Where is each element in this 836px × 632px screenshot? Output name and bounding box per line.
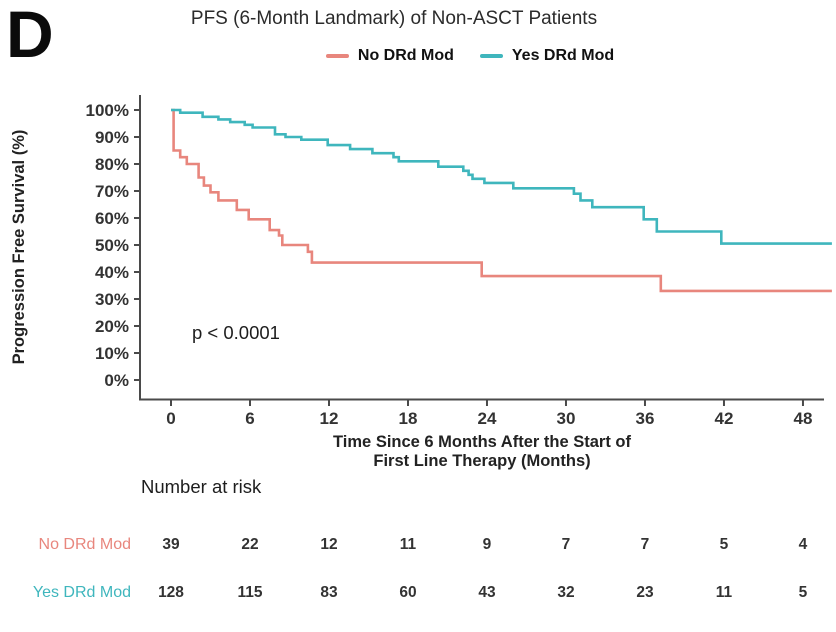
risk-count: 39: [162, 536, 180, 553]
risk-count: 5: [720, 536, 729, 553]
km-curve-yes-drd-mod: [171, 108, 832, 245]
x-tick-label: 24: [478, 409, 497, 428]
legend: No DRd Mod Yes DRd Mod: [120, 44, 820, 68]
risk-count: 12: [320, 536, 337, 553]
risk-count: 115: [237, 584, 262, 601]
risk-row-label: Yes DRd Mod: [33, 584, 131, 601]
legend-item-yes-drd-mod: Yes DRd Mod: [479, 47, 615, 65]
y-tick-label: 40%: [95, 263, 129, 282]
y-axis-title: Progression Free Survival (%): [10, 130, 28, 365]
risk-table-heading: Number at risk: [141, 476, 262, 497]
y-tick-label: 30%: [95, 290, 129, 309]
y-tick-label: 10%: [95, 344, 129, 363]
y-tick-label: 50%: [95, 236, 129, 255]
legend-dash-icon: [479, 54, 503, 58]
risk-count: 4: [799, 536, 808, 553]
x-tick-label: 18: [399, 409, 418, 428]
km-curve-no-drd-mod: [171, 108, 832, 293]
risk-count: 23: [636, 584, 654, 601]
risk-count: 32: [557, 584, 574, 601]
y-tick-label: 90%: [95, 128, 129, 147]
risk-count: 5: [799, 584, 808, 601]
p-value-annotation: p < 0.0001: [192, 322, 280, 343]
y-tick-label: 60%: [95, 209, 129, 228]
risk-count: 43: [478, 584, 496, 601]
legend-item-no-drd-mod: No DRd Mod: [325, 47, 454, 65]
y-tick-label: 70%: [95, 182, 129, 201]
risk-count: 11: [716, 584, 733, 601]
x-tick-label: 12: [320, 409, 339, 428]
y-tick-label: 0%: [104, 371, 129, 390]
risk-row-label: No DRd Mod: [39, 536, 131, 553]
legend-label: No DRd Mod: [357, 47, 454, 64]
legend-dash-icon: [325, 54, 349, 58]
panel-label: D: [6, 0, 54, 71]
x-tick-label: 36: [636, 409, 655, 428]
risk-count: 11: [400, 536, 417, 553]
x-tick-label: 42: [715, 409, 734, 428]
y-tick-label: 80%: [95, 155, 129, 174]
x-tick-label: 6: [245, 409, 254, 428]
risk-count: 9: [483, 536, 492, 553]
risk-count: 7: [562, 536, 571, 553]
chart-title: PFS (6-Month Landmark) of Non-ASCT Patie…: [190, 8, 598, 29]
risk-count: 7: [641, 536, 650, 553]
risk-count: 22: [241, 536, 258, 553]
legend-label: Yes DRd Mod: [511, 47, 615, 64]
x-axis-title-line2: First Line Therapy (Months): [373, 452, 590, 470]
x-tick-label: 30: [557, 409, 576, 428]
risk-count: 83: [320, 584, 338, 601]
x-tick-label: 48: [794, 409, 813, 428]
x-axis-title-line1: Time Since 6 Months After the Start of: [333, 433, 631, 451]
risk-count: 128: [158, 584, 184, 601]
risk-count: 60: [399, 584, 416, 601]
y-tick-label: 100%: [86, 101, 129, 120]
y-tick-label: 20%: [95, 317, 129, 336]
x-tick-label: 0: [166, 409, 175, 428]
